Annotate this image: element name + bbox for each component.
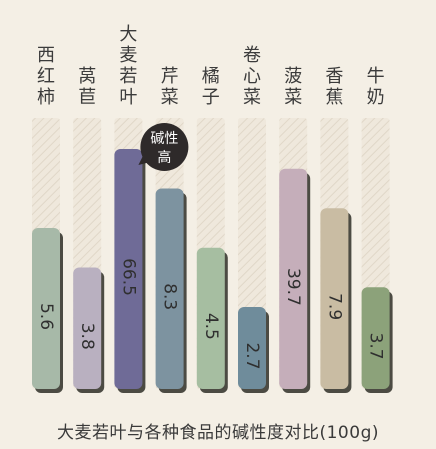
bar-1 [32,228,60,389]
bar-7 [279,168,308,389]
bar-5 [196,247,225,389]
category-label-char: 红 [37,66,55,87]
category-label-char: 心 [243,66,261,87]
bar-9 [361,287,390,389]
category-label-char: 奶 [367,87,385,108]
callout: 碱性高 [138,123,189,171]
category-label-char: 叶 [119,87,137,108]
category-label-char: 大 [119,24,137,45]
category-label-char: 香 [325,66,343,87]
category-label-char: 若 [119,66,137,87]
category-label-char: 芹 [161,66,179,87]
bar-6 [238,307,266,389]
category-label-char: 菜 [284,87,302,108]
bar-value-label: 3.7 [366,333,386,360]
bar-value-label: 2.7 [242,342,262,369]
category-label-char: 莴 [78,66,96,87]
category-label-char: 子 [202,87,220,108]
category-label-char: 牛 [367,66,385,87]
bar-value-label: 5.6 [36,303,56,330]
bar-value-label: 8.3 [160,283,180,310]
category-label-char: 菜 [161,87,179,108]
bar-value-label: 7.9 [324,293,344,320]
category-label-char: 苣 [78,87,96,108]
bar-value-label: 3.8 [77,323,97,350]
chart-caption: 大麦若叶与各种食品的碱性度对比(100g) [56,423,379,443]
bar-4 [155,188,184,389]
category-label-char: 菠 [284,66,302,87]
callout-text-line2: 高 [157,149,171,166]
bar-value-label: 4.5 [201,313,221,340]
bar-3 [114,149,143,389]
category-label-char: 西 [37,45,55,66]
bar-8 [320,208,349,389]
category-label-char: 麦 [119,45,137,66]
value-labels: 5.6 3.8 66.5 8.3 4.5 2.7 39.7 7.9 3.7 [36,258,386,369]
callout-text-line1: 碱性 [150,131,178,147]
bar-value-label: 39.7 [283,268,303,306]
bars [32,149,390,389]
bar-2 [73,267,102,389]
category-label-char: 柿 [37,87,55,108]
category-label-char: 卷 [243,45,261,66]
callout-bubble [140,123,189,171]
category-label-char: 菜 [243,87,261,108]
bar-value-label: 66.5 [118,258,138,296]
category-label-char: 蕉 [325,87,343,108]
category-label-char: 橘 [202,66,220,87]
